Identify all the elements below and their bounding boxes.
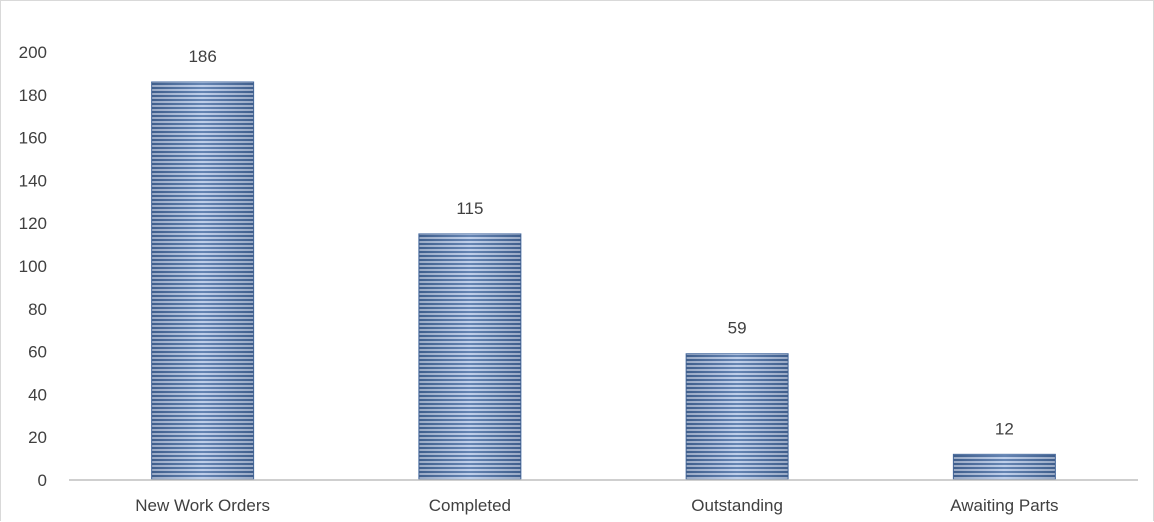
y-tick-label-3: 60: [28, 343, 47, 362]
y-tick-label-4: 80: [28, 300, 47, 319]
bar-shade-1: [418, 233, 521, 480]
y-tick-label-7: 140: [19, 171, 47, 190]
y-tick-label-2: 40: [28, 385, 47, 404]
y-tick-label-5: 100: [19, 257, 47, 276]
data-label-0: 186: [188, 47, 216, 66]
category-label-0: New Work Orders: [135, 496, 270, 515]
y-tick-label-6: 120: [19, 214, 47, 233]
category-label-2: Outstanding: [691, 496, 783, 515]
category-labels: New Work Orders Completed Outstanding Await…: [135, 496, 1058, 515]
y-axis-ticks: 0 20 40 60 80 100 120 140 160 180 200: [19, 43, 47, 490]
y-tick-label-8: 160: [19, 129, 47, 148]
y-tick-label-10: 200: [19, 43, 47, 62]
y-tick-label-9: 180: [19, 86, 47, 105]
y-tick-label-0: 0: [38, 471, 47, 490]
data-label-3: 12: [995, 419, 1014, 438]
data-label-1: 115: [456, 199, 483, 218]
bar-shade-3: [953, 454, 1056, 480]
bar-shade-2: [686, 353, 789, 480]
category-label-1: Completed: [429, 496, 511, 515]
y-tick-label-1: 20: [28, 428, 47, 447]
data-label-2: 59: [728, 319, 747, 338]
bar-shade-0: [151, 81, 254, 481]
bars: [151, 81, 1056, 481]
data-labels: 186 115 59 12: [188, 47, 1013, 438]
category-label-3: Awaiting Parts: [950, 496, 1058, 515]
